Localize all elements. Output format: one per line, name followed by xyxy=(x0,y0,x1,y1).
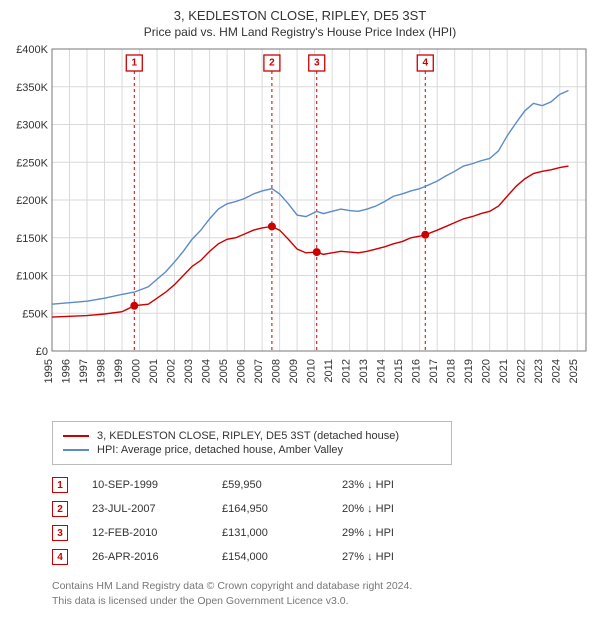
txn-diff: 23% ↓ HPI xyxy=(342,479,442,491)
txn-date: 26-APR-2016 xyxy=(92,551,222,563)
txn-price: £131,000 xyxy=(222,527,342,539)
legend-item: HPI: Average price, detached house, Ambe… xyxy=(63,444,441,456)
txn-date: 12-FEB-2010 xyxy=(92,527,222,539)
svg-text:1996: 1996 xyxy=(61,359,73,383)
svg-text:£350K: £350K xyxy=(16,82,48,94)
svg-text:2009: 2009 xyxy=(288,359,300,383)
svg-text:2007: 2007 xyxy=(253,359,265,383)
txn-price: £59,950 xyxy=(222,479,342,491)
event-marker-4: 4 xyxy=(52,549,68,565)
svg-text:£300K: £300K xyxy=(16,120,48,132)
txn-price: £154,000 xyxy=(222,551,342,563)
legend-label: HPI: Average price, detached house, Ambe… xyxy=(97,444,343,456)
svg-text:£100K: £100K xyxy=(16,271,48,283)
event-marker-2: 2 xyxy=(52,501,68,517)
svg-text:2025: 2025 xyxy=(568,359,580,383)
svg-text:£200K: £200K xyxy=(16,195,48,207)
svg-text:2002: 2002 xyxy=(166,359,178,383)
table-row: 1 10-SEP-1999 £59,950 23% ↓ HPI xyxy=(52,473,592,497)
svg-text:2010: 2010 xyxy=(306,359,318,383)
attribution: Contains HM Land Registry data © Crown c… xyxy=(52,579,592,608)
event-marker-3: 3 xyxy=(52,525,68,541)
chart-title-line1: 3, KEDLESTON CLOSE, RIPLEY, DE5 3ST xyxy=(8,8,592,23)
svg-text:2014: 2014 xyxy=(376,359,388,383)
svg-text:2005: 2005 xyxy=(218,359,230,383)
svg-text:2022: 2022 xyxy=(516,359,528,383)
svg-text:£250K: £250K xyxy=(16,157,48,169)
txn-date: 10-SEP-1999 xyxy=(92,479,222,491)
price-chart: £0 £50K £100K £150K £200K £250K £300K £350K £400… xyxy=(8,43,592,413)
svg-text:2019: 2019 xyxy=(463,359,475,383)
svg-text:2003: 2003 xyxy=(183,359,195,383)
svg-text:1995: 1995 xyxy=(43,359,55,383)
svg-text:£150K: £150K xyxy=(16,233,48,245)
txn-diff: 27% ↓ HPI xyxy=(342,551,442,563)
svg-text:1998: 1998 xyxy=(96,359,108,383)
transactions-table: 1 10-SEP-1999 £59,950 23% ↓ HPI 2 23-JUL… xyxy=(52,473,592,569)
txn-price: £164,950 xyxy=(222,503,342,515)
svg-text:2012: 2012 xyxy=(341,359,353,383)
svg-text:1999: 1999 xyxy=(113,359,125,383)
svg-text:1997: 1997 xyxy=(78,359,90,383)
legend-swatch xyxy=(63,449,89,451)
svg-text:2021: 2021 xyxy=(498,359,510,383)
table-row: 3 12-FEB-2010 £131,000 29% ↓ HPI xyxy=(52,521,592,545)
svg-text:2008: 2008 xyxy=(271,359,283,383)
svg-text:2015: 2015 xyxy=(393,359,405,383)
svg-text:2: 2 xyxy=(269,58,275,69)
legend: 3, KEDLESTON CLOSE, RIPLEY, DE5 3ST (det… xyxy=(52,421,452,465)
svg-text:4: 4 xyxy=(422,58,428,69)
attribution-line2: This data is licensed under the Open Gov… xyxy=(52,594,592,609)
svg-text:2020: 2020 xyxy=(481,359,493,383)
legend-item: 3, KEDLESTON CLOSE, RIPLEY, DE5 3ST (det… xyxy=(63,430,441,442)
svg-text:3: 3 xyxy=(314,58,320,69)
svg-text:2023: 2023 xyxy=(533,359,545,383)
svg-text:£0: £0 xyxy=(36,346,48,358)
table-row: 2 23-JUL-2007 £164,950 20% ↓ HPI xyxy=(52,497,592,521)
attribution-line1: Contains HM Land Registry data © Crown c… xyxy=(52,579,592,594)
svg-text:2018: 2018 xyxy=(446,359,458,383)
svg-text:1: 1 xyxy=(132,58,138,69)
svg-text:2016: 2016 xyxy=(411,359,423,383)
svg-text:£400K: £400K xyxy=(16,44,48,56)
svg-text:2001: 2001 xyxy=(148,359,160,383)
svg-text:2024: 2024 xyxy=(551,359,563,383)
chart-title-line2: Price paid vs. HM Land Registry's House … xyxy=(8,25,592,39)
legend-swatch xyxy=(63,435,89,437)
event-marker-1: 1 xyxy=(52,477,68,493)
svg-text:2000: 2000 xyxy=(131,359,143,383)
txn-diff: 29% ↓ HPI xyxy=(342,527,442,539)
table-row: 4 26-APR-2016 £154,000 27% ↓ HPI xyxy=(52,545,592,569)
txn-date: 23-JUL-2007 xyxy=(92,503,222,515)
svg-text:2011: 2011 xyxy=(323,359,335,383)
svg-text:2006: 2006 xyxy=(236,359,248,383)
legend-label: 3, KEDLESTON CLOSE, RIPLEY, DE5 3ST (det… xyxy=(97,430,399,442)
txn-diff: 20% ↓ HPI xyxy=(342,503,442,515)
svg-text:£50K: £50K xyxy=(22,308,48,320)
svg-text:2017: 2017 xyxy=(428,359,440,383)
svg-text:2013: 2013 xyxy=(358,359,370,383)
svg-text:2004: 2004 xyxy=(201,359,213,383)
